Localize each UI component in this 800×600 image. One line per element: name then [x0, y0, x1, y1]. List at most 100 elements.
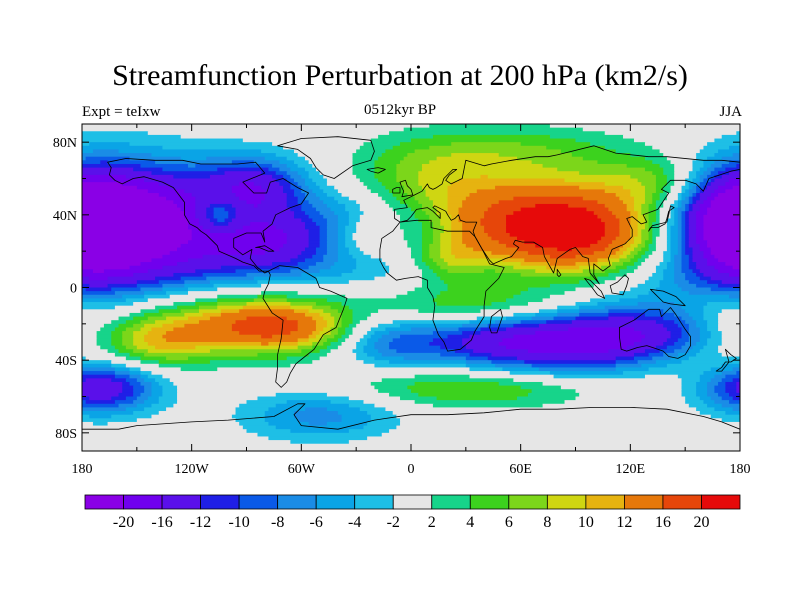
field-cell [374, 403, 434, 408]
field-cell [381, 182, 401, 187]
field-cell [582, 156, 646, 161]
field-cell [297, 323, 317, 329]
field-cell [710, 251, 740, 256]
field-cell [144, 178, 277, 183]
field-cell [648, 229, 653, 234]
field-cell [615, 360, 639, 365]
field-cell [699, 149, 719, 154]
field-cell [396, 425, 740, 430]
field-cell [462, 225, 485, 230]
field-cell [677, 236, 683, 241]
coastline-sumatra [584, 277, 606, 299]
field-cell [173, 320, 200, 325]
field-cell [677, 240, 683, 245]
field-cell [692, 167, 701, 172]
field-cell [688, 182, 697, 187]
field-cell [209, 229, 237, 234]
field-cell [707, 338, 723, 343]
field-cell [677, 323, 690, 329]
field-cell [663, 167, 675, 172]
field-cell [421, 247, 430, 252]
field-cell [250, 222, 270, 227]
field-cell [400, 323, 463, 329]
field-cell [155, 276, 182, 281]
field-cell [597, 160, 653, 165]
field-cell [721, 363, 740, 369]
field-cell [458, 211, 485, 216]
field-cell [312, 189, 324, 194]
field-cell [82, 421, 94, 427]
field-cell [231, 327, 299, 332]
field-cell [681, 305, 705, 310]
field-cell [513, 294, 551, 299]
field-cell [82, 381, 123, 387]
field-cell [655, 360, 683, 365]
field-cell [644, 258, 664, 263]
field-cell [421, 203, 434, 209]
field-cell [615, 265, 628, 270]
field-cell [652, 233, 661, 238]
field-cell [699, 276, 712, 281]
field-cell [495, 363, 533, 369]
field-cell [604, 233, 620, 238]
field-cell [575, 287, 631, 292]
field-cell [462, 338, 503, 343]
field-cell [619, 269, 635, 274]
field-cell [136, 418, 237, 423]
field-cell [542, 381, 683, 387]
field-cell [279, 265, 310, 270]
field-cell [341, 316, 354, 321]
field-cell [681, 265, 690, 270]
field-cell [239, 403, 277, 408]
field-cell [370, 138, 412, 143]
field-cell [82, 349, 109, 354]
field-cell [400, 142, 452, 147]
field-cell [418, 265, 430, 270]
field-cell [107, 349, 120, 354]
field-cell [666, 262, 675, 267]
field-cell [403, 356, 467, 361]
field-cell [111, 414, 153, 419]
field-cell [246, 400, 288, 405]
field-cell [615, 363, 642, 369]
field-cell [352, 163, 376, 169]
field-cell [326, 243, 339, 249]
field-cell [703, 371, 723, 376]
field-cell [699, 338, 708, 343]
field-cell [655, 178, 668, 183]
field-cell [326, 338, 339, 343]
field-cell [721, 163, 737, 169]
field-cell [396, 178, 419, 183]
field-cell [637, 251, 646, 256]
field-cell [82, 309, 142, 314]
field-cell [663, 276, 675, 281]
field-cell [334, 316, 343, 321]
field-cell [725, 189, 740, 194]
field-cell [688, 258, 694, 263]
field-cell [641, 229, 650, 234]
field-cell [188, 222, 200, 227]
field-cell [725, 389, 737, 394]
field-cell [166, 316, 189, 321]
field-cell [403, 156, 438, 161]
field-cell [356, 345, 365, 350]
field-cell [630, 214, 639, 220]
field-cell [421, 236, 434, 241]
field-cell [670, 160, 694, 165]
field-cell [173, 327, 233, 332]
field-cell [666, 236, 672, 241]
field-cell [304, 312, 321, 318]
field-cell [286, 356, 321, 361]
field-cell [421, 258, 434, 263]
field-cell [688, 196, 694, 201]
field-cell [604, 222, 620, 227]
field-cell [710, 163, 723, 169]
field-cell [82, 138, 244, 143]
field-cell [400, 222, 423, 227]
field-cell [549, 283, 595, 289]
field-cell [699, 247, 712, 252]
field-cell [82, 327, 101, 332]
field-cell [253, 298, 288, 303]
field-cell [549, 294, 606, 299]
field-cell [297, 200, 310, 205]
